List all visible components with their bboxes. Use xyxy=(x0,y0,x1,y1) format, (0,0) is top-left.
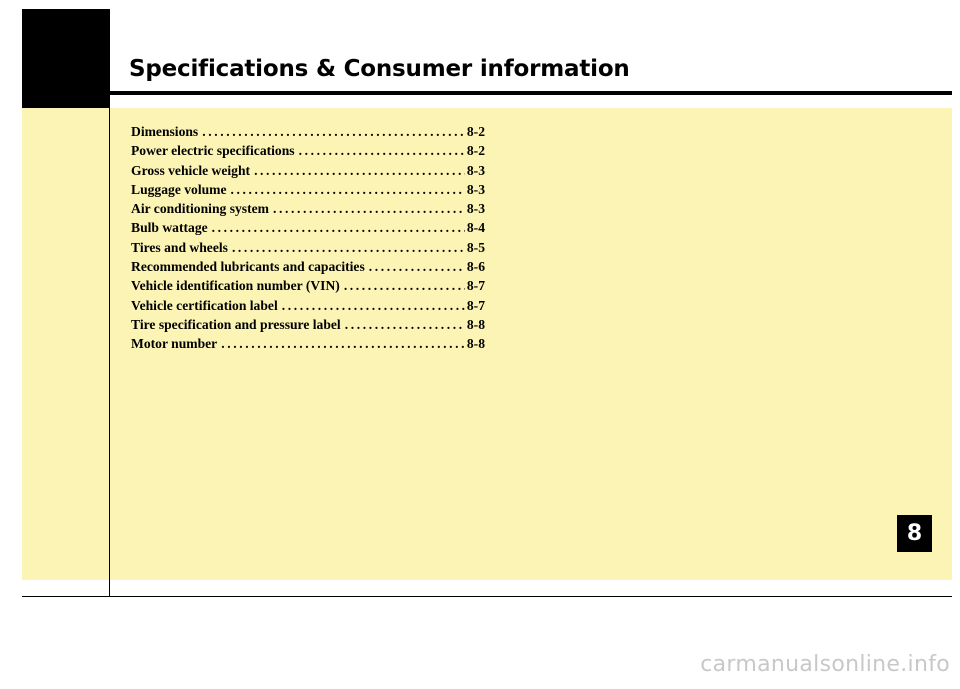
toc-entry[interactable]: Tires and wheels .......................… xyxy=(131,240,485,259)
toc-entry-page: 8-4 xyxy=(466,220,485,236)
toc-entry[interactable]: Recommended lubricants and capacities ..… xyxy=(131,259,485,278)
chapter-tab[interactable]: 8 xyxy=(897,515,932,552)
toc-entry-page: 8-2 xyxy=(466,143,485,159)
toc-dot-leader: ........................................… xyxy=(230,181,465,197)
table-of-contents: Dimensions .............................… xyxy=(131,124,485,356)
bottom-divider xyxy=(22,596,952,597)
toc-entry-page: 8-3 xyxy=(466,201,485,217)
toc-entry-label: Motor number xyxy=(131,336,218,352)
toc-entry-label: Recommended lubricants and capacities xyxy=(131,259,365,275)
toc-entry-page: 8-6 xyxy=(466,259,485,275)
toc-entry-page: 8-7 xyxy=(466,278,485,294)
toc-dot-leader: ........................................… xyxy=(272,201,465,217)
toc-dot-leader: ........................................… xyxy=(343,278,465,294)
toc-entry-label: Dimensions xyxy=(131,124,199,139)
toc-entry[interactable]: Bulb wattage ...........................… xyxy=(131,220,485,239)
toc-entry[interactable]: Air conditioning system ................… xyxy=(131,201,485,220)
toc-entry[interactable]: Tire specification and pressure label ..… xyxy=(131,317,485,336)
toc-entry[interactable]: Power electric specifications ..........… xyxy=(131,143,485,162)
content-panel xyxy=(22,108,952,580)
toc-entry-page: 8-3 xyxy=(466,181,485,197)
toc-entry[interactable]: Dimensions .............................… xyxy=(131,124,485,143)
toc-dot-leader: ........................................… xyxy=(202,124,465,139)
toc-entry-label: Tires and wheels xyxy=(131,239,228,255)
toc-dot-leader: ........................................… xyxy=(281,297,465,313)
toc-dot-leader: ........................................… xyxy=(344,316,465,332)
toc-entry[interactable]: Gross vehicle weight ...................… xyxy=(131,163,485,182)
toc-entry-label: Bulb wattage xyxy=(131,220,208,236)
toc-entry[interactable]: Luggage volume .........................… xyxy=(131,182,485,201)
toc-dot-leader: ........................................… xyxy=(298,143,465,159)
toc-entry-label: Gross vehicle weight xyxy=(131,162,251,178)
toc-entry-page: 8-8 xyxy=(466,316,485,332)
page-title: Specifications & Consumer information xyxy=(129,56,630,82)
toc-entry-label: Luggage volume xyxy=(131,181,227,197)
toc-dot-leader: ........................................… xyxy=(254,162,465,178)
toc-dot-leader: ........................................… xyxy=(221,336,465,352)
toc-entry-label: Vehicle identification number (VIN) xyxy=(131,278,340,294)
vertical-divider xyxy=(109,9,110,597)
toc-entry[interactable]: Vehicle identification number (VIN) ....… xyxy=(131,278,485,297)
corner-block xyxy=(22,9,109,108)
toc-entry-page: 8-3 xyxy=(466,162,485,178)
toc-dot-leader: ........................................… xyxy=(211,220,465,236)
toc-entry-page: 8-8 xyxy=(466,336,485,352)
toc-dot-leader: ........................................… xyxy=(231,239,465,255)
toc-entry-label: Vehicle certification label xyxy=(131,297,278,313)
toc-dot-leader: ........................................… xyxy=(368,259,465,275)
toc-entry[interactable]: Motor number ...........................… xyxy=(131,336,485,355)
toc-entry-label: Power electric specifications xyxy=(131,143,295,159)
toc-entry-page: 8-5 xyxy=(466,239,485,255)
watermark-text: carmanualsonline.info xyxy=(700,652,950,677)
toc-entry-label: Tire specification and pressure label xyxy=(131,316,341,332)
toc-entry-page: 8-2 xyxy=(466,124,485,139)
toc-entry-label: Air conditioning system xyxy=(131,201,269,217)
toc-entry[interactable]: Vehicle certification label ............… xyxy=(131,298,485,317)
toc-entry-page: 8-7 xyxy=(466,297,485,313)
title-underline xyxy=(109,91,952,95)
